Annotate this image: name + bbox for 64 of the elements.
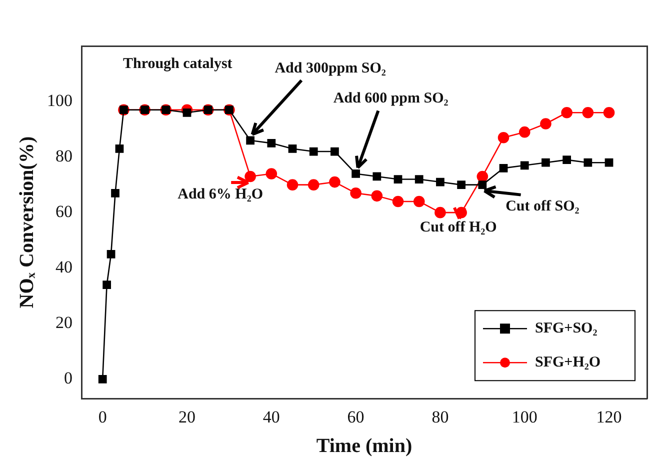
annotation: Through catalyst bbox=[122, 56, 232, 72]
y-tick-label: 80 bbox=[56, 146, 72, 166]
point bbox=[540, 118, 552, 130]
point bbox=[436, 178, 444, 186]
point bbox=[246, 136, 254, 145]
legend-label: SFG+H₂O bbox=[535, 354, 601, 370]
annotation: Cut off SO₂ bbox=[506, 198, 580, 215]
point bbox=[106, 250, 116, 258]
point bbox=[182, 108, 192, 117]
point bbox=[371, 190, 383, 202]
point bbox=[584, 158, 592, 167]
point bbox=[372, 172, 382, 181]
point bbox=[111, 188, 120, 198]
annotation: Cut off H₂O bbox=[420, 219, 497, 236]
point bbox=[392, 196, 404, 208]
point bbox=[603, 106, 615, 118]
point bbox=[352, 170, 360, 178]
y-tick-label: 60 bbox=[56, 202, 72, 222]
point bbox=[394, 175, 402, 184]
point bbox=[115, 144, 124, 153]
x-tick-label: 40 bbox=[262, 407, 280, 426]
y-tick-label: 40 bbox=[56, 258, 72, 277]
point bbox=[542, 158, 550, 167]
y-axis-title: NOₓ Conversion(%) bbox=[16, 136, 38, 308]
point bbox=[244, 170, 256, 182]
y-tick-label: 0 bbox=[64, 368, 72, 388]
point bbox=[350, 188, 362, 199]
annotation: Add 6% H₂O bbox=[178, 186, 263, 202]
point bbox=[604, 158, 614, 167]
point bbox=[308, 179, 320, 190]
point bbox=[582, 106, 594, 118]
point bbox=[102, 280, 112, 289]
x-tick-label: 100 bbox=[512, 407, 538, 426]
point bbox=[518, 126, 530, 138]
point bbox=[476, 170, 488, 182]
point bbox=[98, 374, 107, 384]
annotation: Add 600 ppm SO₂ bbox=[333, 90, 449, 107]
annotation: Add 300ppm SO₂ bbox=[274, 60, 386, 76]
point bbox=[434, 206, 446, 218]
point bbox=[499, 164, 508, 172]
y-tick-label: 100 bbox=[47, 90, 72, 110]
point bbox=[330, 147, 339, 156]
x-tick-label: 60 bbox=[347, 407, 364, 426]
point bbox=[478, 180, 487, 190]
point bbox=[520, 161, 529, 170]
point bbox=[267, 138, 276, 148]
x-tick-label: 0 bbox=[98, 407, 107, 426]
point bbox=[561, 106, 572, 118]
x-tick-label: 20 bbox=[178, 407, 196, 426]
point bbox=[266, 168, 278, 180]
x-tick-label: 80 bbox=[432, 407, 449, 426]
legend-label: SFG+SO₂ bbox=[535, 320, 598, 336]
point bbox=[288, 144, 297, 153]
point bbox=[286, 179, 298, 190]
y-tick-label: 20 bbox=[56, 313, 72, 332]
point bbox=[329, 176, 340, 188]
point bbox=[457, 180, 466, 190]
point bbox=[562, 156, 572, 164]
point bbox=[413, 196, 425, 208]
point bbox=[414, 175, 424, 184]
x-axis-title: Time (min) bbox=[316, 435, 412, 458]
x-tick-label: 120 bbox=[596, 407, 622, 426]
point bbox=[498, 132, 510, 144]
point bbox=[309, 147, 318, 156]
